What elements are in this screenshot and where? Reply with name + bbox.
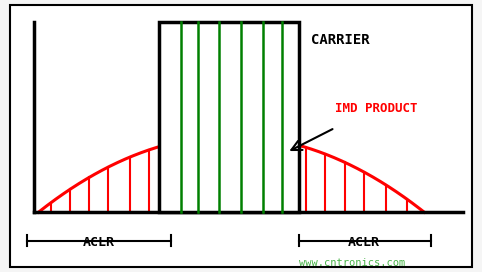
Text: CARRIER: CARRIER xyxy=(311,33,370,47)
Text: ACLR: ACLR xyxy=(83,236,115,249)
Bar xyxy=(159,22,299,212)
Text: www.cntronics.com: www.cntronics.com xyxy=(299,258,405,268)
Text: IMD PRODUCT: IMD PRODUCT xyxy=(335,102,417,115)
Text: ACLR: ACLR xyxy=(348,236,380,249)
